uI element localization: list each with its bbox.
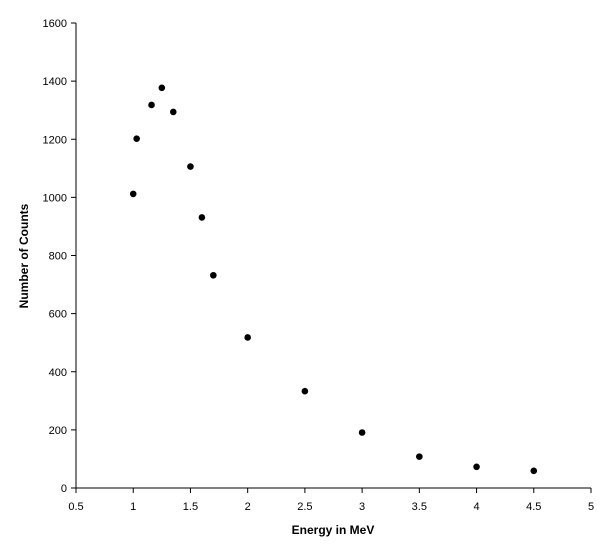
y-axis-ticks: 0 200 400 600 800 1000 1200 1400 1600 [43,18,76,495]
x-tick-label: 4 [473,501,479,513]
x-tick-label: 5 [588,501,594,513]
x-axis-title: Energy in MeV [292,523,375,537]
data-point [473,463,480,471]
y-tick-label: 1200 [43,134,67,146]
y-tick-label: 0 [61,483,67,495]
x-tick-label: 2 [245,501,251,513]
y-tick-label: 400 [49,367,67,379]
x-tick-label: 3 [359,501,365,513]
data-point [129,190,137,198]
data-point [210,271,217,279]
data-point [133,135,140,142]
y-tick-label: 200 [49,425,67,437]
data-point [530,467,538,475]
x-tick-label: 0.5 [68,501,83,513]
data-point [187,163,194,170]
x-tick-label: 1 [130,501,136,513]
data-point [148,101,155,109]
y-axis-title: Number of Counts [17,203,31,308]
data-point [244,334,251,341]
data-points [129,84,538,475]
y-tick-label: 1000 [43,192,67,204]
y-tick-label: 600 [49,309,67,321]
x-tick-label: 4.5 [526,501,541,513]
data-point [301,387,309,395]
x-tick-label: 3.5 [412,501,427,513]
x-tick-label: 1.5 [183,501,198,513]
data-point [416,453,423,460]
data-point [169,108,177,116]
plot-area: 0.5 1 1.5 2 2.5 3 3.5 4 4.5 5 0 200 400 600 800 1000 12… [43,18,595,513]
y-tick-label: 1600 [43,18,67,30]
data-point [158,84,166,92]
x-axis-ticks: 0.5 1 1.5 2 2.5 3 3.5 4 4.5 5 [68,488,594,513]
x-tick-label: 2.5 [297,501,312,513]
y-tick-label: 1400 [43,76,67,88]
data-point [358,429,366,436]
y-tick-label: 800 [49,251,67,263]
data-point [198,214,206,221]
